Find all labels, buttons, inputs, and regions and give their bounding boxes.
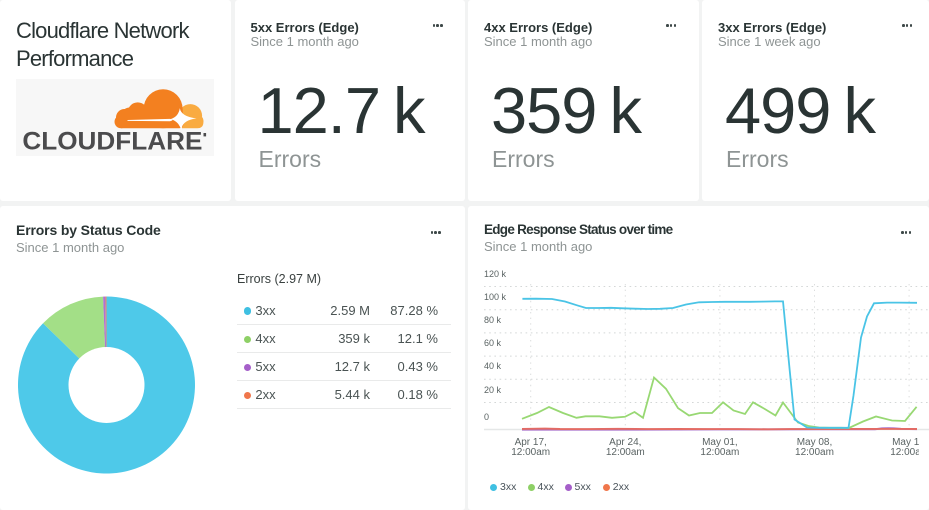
svg-text:CLOUDFLARE: CLOUDFLARE xyxy=(22,129,202,156)
